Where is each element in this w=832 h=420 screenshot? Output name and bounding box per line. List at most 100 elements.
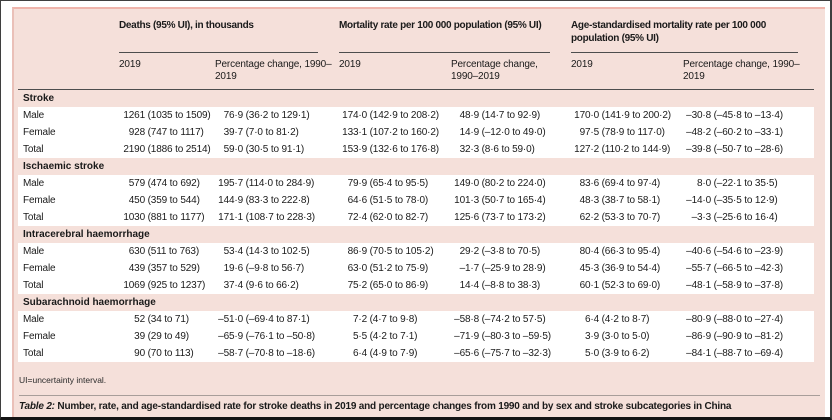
section-label: Subarachnoid haemorrhage — [18, 293, 815, 311]
table-row: Female 39 (29 to 49) –65·9 (–76·1 to –50·8… — [18, 327, 815, 345]
header-spacer — [18, 53, 114, 90]
stat-cell: 52 (34 to 71) — [114, 310, 210, 328]
stat-cell: 53·4 (14·3 to 102·5) — [210, 242, 334, 260]
stat-cell: –48·1 (–58·9 to –37·8) — [678, 276, 815, 294]
stat-cell: –3·3 (–25·6 to 16·4) — [678, 208, 815, 226]
row-label: Male — [18, 310, 114, 328]
stat-cell: –40·6 (–54·6 to –23·9) — [678, 242, 815, 260]
section-row: Stroke — [18, 89, 815, 107]
stat-cell: 928 (747 to 1117) — [114, 123, 210, 141]
stat-cell: 6·4 (4·9 to 7·9) — [334, 344, 446, 362]
stat-cell: 439 (357 to 529) — [114, 259, 210, 277]
group-underline — [339, 52, 550, 53]
section-row: Subarachnoid haemorrhage — [18, 293, 815, 311]
stat-cell: 171·1 (108·7 to 228·3) — [210, 208, 334, 226]
stat-cell: 170·0 (141·9 to 200·2) — [566, 106, 678, 124]
subheader-row: 2019 Percentage change, 1990–2019 2019 P… — [18, 53, 815, 90]
stat-cell: 19·6 (–9·8 to 56·7) — [210, 259, 334, 277]
stat-cell: –65·6 (–75·7 to –32·3) — [446, 344, 566, 362]
stat-cell: 2190 (1886 to 2514) — [114, 140, 211, 158]
stat-cell: 86·9 (70·5 to 105·2) — [334, 242, 446, 260]
stat-cell: –48·2 (–60·2 to –33·1) — [678, 123, 815, 141]
stat-cell: 14·4 (–8·8 to 38·3) — [446, 276, 566, 294]
section-label: Ischaemic stroke — [18, 157, 815, 175]
stat-cell: –84·1 (–88·7 to –69·4) — [678, 344, 815, 362]
stat-cell: 630 (511 to 763) — [114, 242, 210, 260]
stat-cell: 579 (474 to 692) — [114, 174, 210, 192]
stat-cell: –71·9 (–80·3 to –59·5) — [446, 327, 566, 345]
row-label: Male — [18, 174, 114, 192]
stat-cell: 63·0 (51·2 to 75·9) — [334, 259, 446, 277]
table-row: Total 1030 (881 to 1177) 171·1 (108·7 to 2… — [18, 208, 815, 226]
stat-cell: 83·6 (69·4 to 97·4) — [566, 174, 678, 192]
stat-cell: –14·0 (–35·5 to 12·9) — [678, 191, 815, 209]
caption-label: Table 2: — [19, 400, 55, 412]
subheader-change: Percentage change, 1990–2019 — [678, 53, 815, 90]
stat-cell: 60·1 (52·3 to 69·0) — [566, 276, 678, 294]
column-group-header-row: Deaths (95% UI), in thousands Mortality … — [18, 13, 815, 53]
stat-cell: 79·9 (65·4 to 95·5) — [334, 174, 446, 192]
stat-cell: 64·6 (51·5 to 78·0) — [334, 191, 446, 209]
column-group-mortality-rate: Mortality rate per 100 000 population (9… — [334, 13, 566, 53]
stat-cell: 62·2 (53·3 to 70·7) — [566, 208, 678, 226]
subheader-year: 2019 — [114, 53, 210, 90]
stat-cell: 5·0 (3·9 to 6·2) — [566, 344, 678, 362]
row-label: Male — [18, 242, 114, 260]
row-label: Total — [18, 140, 114, 158]
row-label: Female — [18, 259, 114, 277]
section-row: Intracerebral haemorrhage — [18, 225, 815, 243]
subheader-year: 2019 — [566, 53, 678, 90]
stat-cell: 75·2 (65·0 to 86·9) — [334, 276, 446, 294]
stat-cell: –51·0 (–69·4 to 87·1) — [210, 310, 334, 328]
stat-cell: 174·0 (142·9 to 208·2) — [334, 106, 446, 124]
stat-cell: 37·4 (9·6 to 66·2) — [210, 276, 334, 294]
stat-cell: –86·9 (–90·9 to –81·2) — [678, 327, 815, 345]
stat-cell: 6·4 (4·2 to 8·7) — [566, 310, 678, 328]
table-body: Stroke Male 1261 (1035 to 1509) 76·9 (36·2 … — [18, 89, 815, 362]
table-row: Female 928 (747 to 1117) 39·7 (7·0 to 81·2… — [18, 123, 815, 141]
section-label: Intracerebral haemorrhage — [18, 225, 815, 243]
stat-cell: 39·7 (7·0 to 81·2) — [210, 123, 334, 141]
subheader-change: Percentage change, 1990–2019 — [210, 53, 334, 90]
stat-cell: 48·3 (38·7 to 58·1) — [566, 191, 678, 209]
table-row: Female 439 (357 to 529) 19·6 (–9·8 to 56·7… — [18, 259, 815, 277]
stat-cell: –1·7 (–25·9 to 28·9) — [446, 259, 566, 277]
table-row: Total 90 (70 to 113) –58·7 (–70·8 to –18·6… — [18, 344, 815, 362]
table-caption: Table 2: Number, rate, and age-standardi… — [19, 394, 820, 412]
stat-cell: –58·7 (–70·8 to –18·6) — [210, 344, 334, 362]
subheader-year: 2019 — [334, 53, 446, 90]
row-label: Total — [18, 276, 114, 294]
subheader-change: Percentage change, 1990–2019 — [446, 53, 566, 90]
table-row: Female 450 (359 to 544) 144·9 (83·3 to 222… — [18, 191, 815, 209]
stat-cell: 3·9 (3·0 to 5·0) — [566, 327, 678, 345]
stat-cell: 133·1 (107·2 to 160·2) — [334, 123, 446, 141]
row-label: Female — [18, 123, 114, 141]
table-row: Male 579 (474 to 692) 195·7 (114·0 to 284·… — [18, 174, 815, 192]
stat-cell: 153·9 (132·6 to 176·8) — [334, 140, 446, 158]
stat-cell: 450 (359 to 544) — [114, 191, 210, 209]
column-group-deaths: Deaths (95% UI), in thousands — [114, 13, 334, 53]
section-label: Stroke — [18, 89, 815, 107]
column-group-title: Mortality rate per 100 000 population (9… — [339, 20, 542, 31]
table-row: Male 630 (511 to 763) 53·4 (14·3 to 102·5)… — [18, 242, 815, 260]
row-label: Total — [18, 344, 114, 362]
stat-cell: 1261 (1035 to 1509) — [114, 106, 211, 124]
stat-cell: 39 (29 to 49) — [114, 327, 210, 345]
table-row: Male 52 (34 to 71) –51·0 (–69·4 to 87·1) 7·… — [18, 310, 815, 328]
stat-cell: 80·4 (66·3 to 95·4) — [566, 242, 678, 260]
column-group-title: Age-standardised mortality rate per 100 … — [571, 20, 766, 44]
stat-cell: 59·0 (30·5 to 91·1) — [210, 140, 334, 158]
group-underline — [119, 52, 318, 53]
row-label: Male — [18, 106, 114, 124]
stat-cell: 5·5 (4·2 to 7·1) — [334, 327, 446, 345]
caption-text: Number, rate, and age-standardised rate … — [57, 400, 732, 412]
stat-cell: –80·9 (–88·0 to –27·4) — [678, 310, 815, 328]
stat-cell: 45·3 (36·9 to 54·4) — [566, 259, 678, 277]
column-group-age-standardised: Age-standardised mortality rate per 100 … — [566, 13, 815, 53]
stat-cell: –65·9 (–76·1 to –50·8) — [210, 327, 334, 345]
stat-cell: 8·0 (–22·1 to 35·5) — [678, 174, 815, 192]
stat-cell: 90 (70 to 113) — [114, 344, 210, 362]
stat-cell: –30·8 (–45·8 to –13·4) — [678, 106, 815, 124]
stat-cell: 32·3 (8·6 to 59·0) — [446, 140, 566, 158]
